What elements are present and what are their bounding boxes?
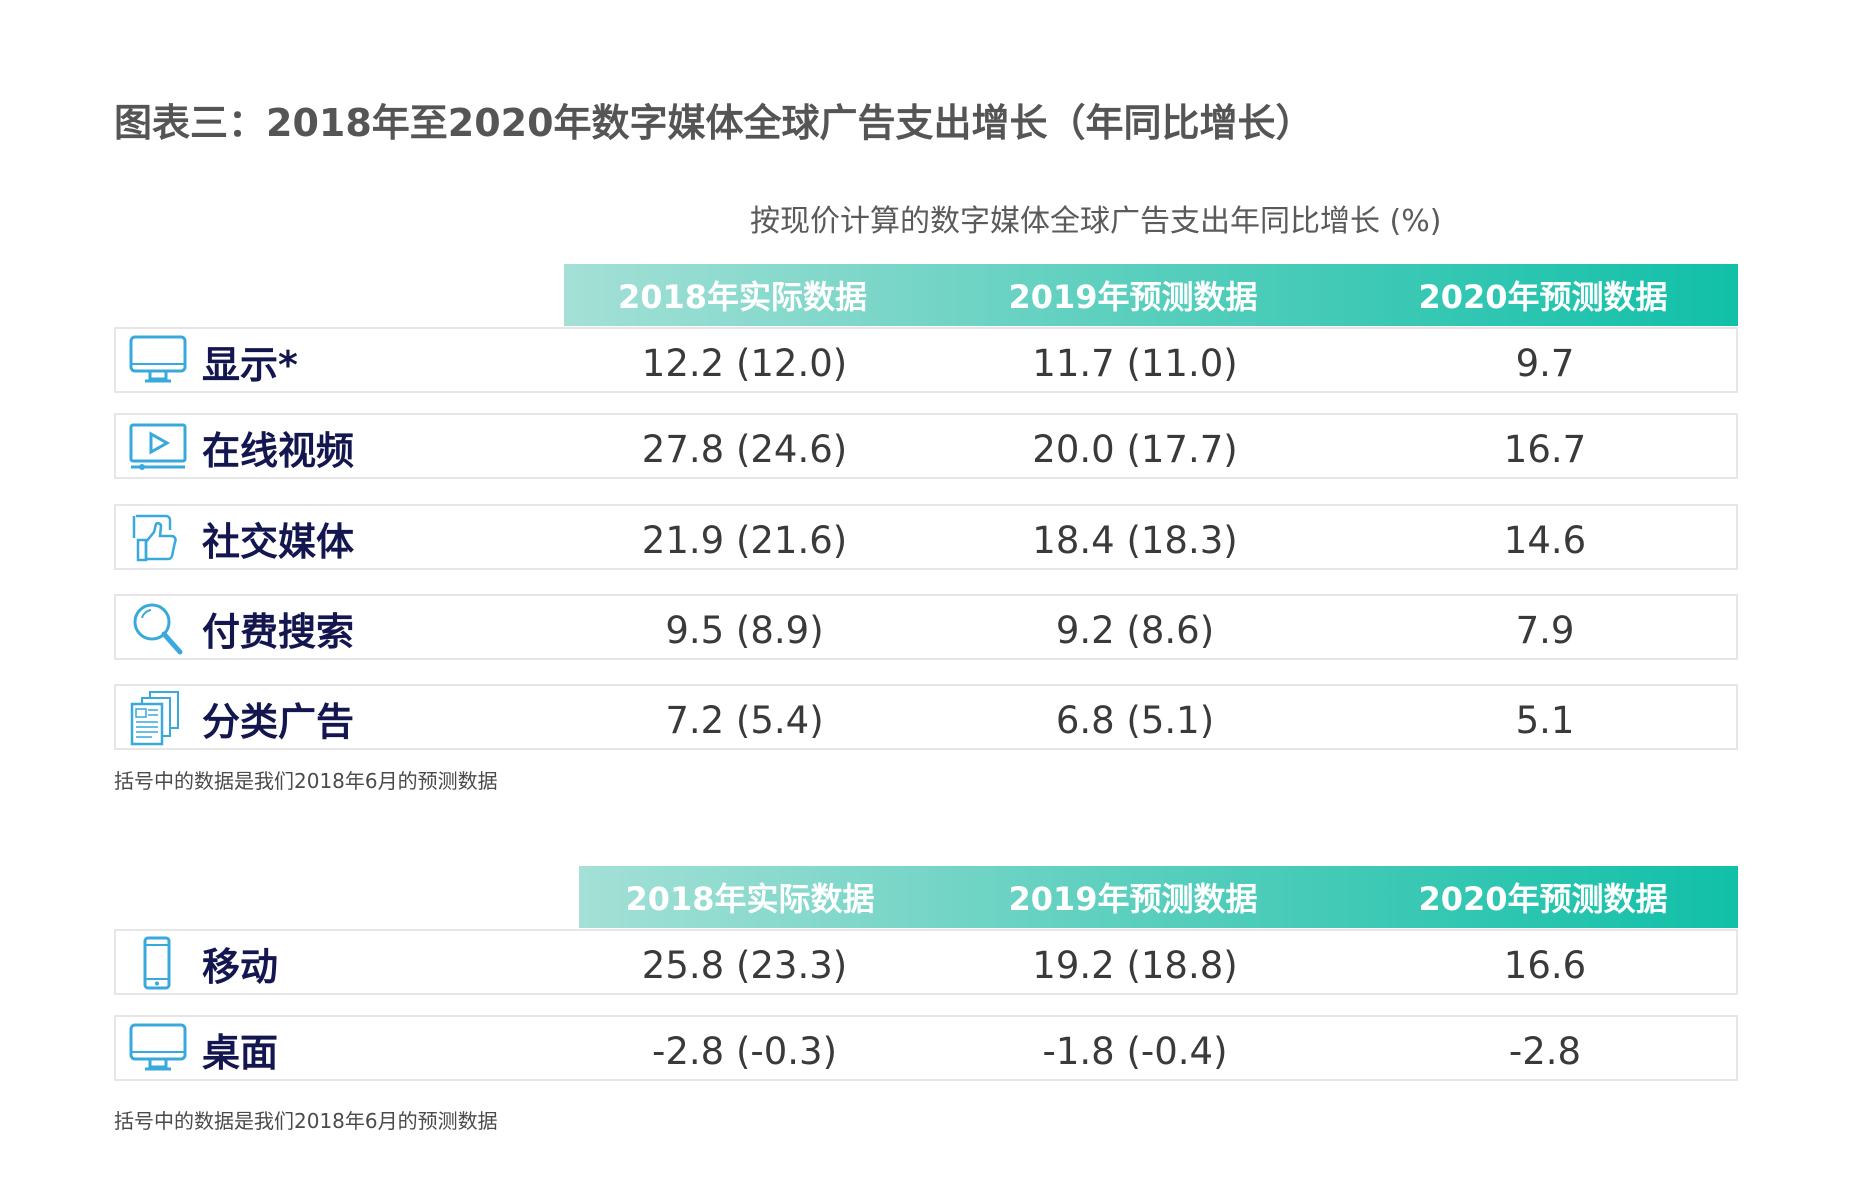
- value-2019: 11.7 (11.0): [1032, 342, 1238, 385]
- value-2020: 16.6: [1503, 944, 1587, 987]
- value-2020: 14.6: [1503, 519, 1587, 562]
- value-2020: 9.7: [1515, 342, 1575, 385]
- column-header: 2018年实际数据: [617, 278, 868, 316]
- value-2019: 6.8 (5.1): [1055, 699, 1215, 742]
- row-label: 移动: [202, 945, 279, 989]
- monitor-icon: [128, 1021, 188, 1077]
- newspaper-icon: [128, 690, 188, 746]
- value-2018: 21.9 (21.6): [641, 519, 848, 562]
- table-row-desktop: 桌面 -2.8 (-0.3) -1.8 (-0.4) -2.8: [114, 1015, 1738, 1081]
- row-label: 付费搜索: [202, 610, 355, 654]
- page-title: 图表三：2018年至2020年数字媒体全球广告支出增长（年同比增长）: [114, 101, 1314, 145]
- table-row-mobile: 移动 25.8 (23.3) 19.2 (18.8) 16.6: [114, 929, 1738, 995]
- value-2020: 7.9: [1515, 609, 1575, 652]
- search-icon: [128, 600, 188, 656]
- value-2019: 9.2 (8.6): [1055, 609, 1215, 652]
- row-label: 桌面: [202, 1031, 279, 1075]
- value-2018: 27.8 (24.6): [641, 428, 848, 471]
- value-2019: -1.8 (-0.4): [1042, 1030, 1228, 1073]
- value-2020: -2.8: [1508, 1030, 1582, 1073]
- value-2019: 20.0 (17.7): [1032, 428, 1238, 471]
- value-2018: 25.8 (23.3): [641, 944, 848, 987]
- value-2019: 19.2 (18.8): [1032, 944, 1238, 987]
- footnote: 括号中的数据是我们2018年6月的预测数据: [114, 769, 498, 793]
- column-header: 2020年预测数据: [1418, 880, 1668, 918]
- value-2019: 18.4 (18.3): [1032, 519, 1238, 562]
- phone-icon: [128, 935, 188, 991]
- column-header: 2019年预测数据: [1008, 278, 1258, 316]
- value-2020: 5.1: [1515, 699, 1575, 742]
- value-2020: 16.7: [1503, 428, 1587, 471]
- thumbs-up-icon: [128, 510, 188, 566]
- row-label: 在线视频: [202, 429, 355, 473]
- table-row-online-video: 在线视频 27.8 (24.6) 20.0 (17.7) 16.7: [114, 413, 1738, 479]
- value-2018: 9.5 (8.9): [665, 609, 824, 652]
- row-label: 社交媒体: [202, 520, 355, 564]
- table-1-header: 2018年实际数据 2019年预测数据 2020年预测数据: [564, 264, 1738, 326]
- column-header: 2019年预测数据: [1008, 880, 1258, 918]
- table-row-social-media: 社交媒体 21.9 (21.6) 18.4 (18.3) 14.6: [114, 504, 1738, 570]
- video-icon: [128, 419, 188, 475]
- value-2018: 12.2 (12.0): [641, 342, 848, 385]
- monitor-icon: [128, 333, 188, 389]
- table-row-paid-search: 付费搜索 9.5 (8.9) 9.2 (8.6) 7.9: [114, 594, 1738, 660]
- column-header: 2018年实际数据: [625, 880, 875, 918]
- footnote: 括号中的数据是我们2018年6月的预测数据: [114, 1109, 498, 1133]
- table-subtitle: 按现价计算的数字媒体全球广告支出年同比增长 (%): [750, 204, 1442, 239]
- row-label: 分类广告: [202, 700, 355, 744]
- value-2018: -2.8 (-0.3): [651, 1030, 838, 1073]
- column-header: 2020年预测数据: [1418, 278, 1668, 316]
- value-2018: 7.2 (5.4): [665, 699, 824, 742]
- table-row-classifieds: 分类广告 7.2 (5.4) 6.8 (5.1) 5.1: [114, 684, 1738, 750]
- table-2-header: 2018年实际数据 2019年预测数据 2020年预测数据: [579, 866, 1738, 928]
- table-row-display: 显示* 12.2 (12.0) 11.7 (11.0) 9.7: [114, 327, 1738, 393]
- row-label: 显示*: [202, 343, 298, 387]
